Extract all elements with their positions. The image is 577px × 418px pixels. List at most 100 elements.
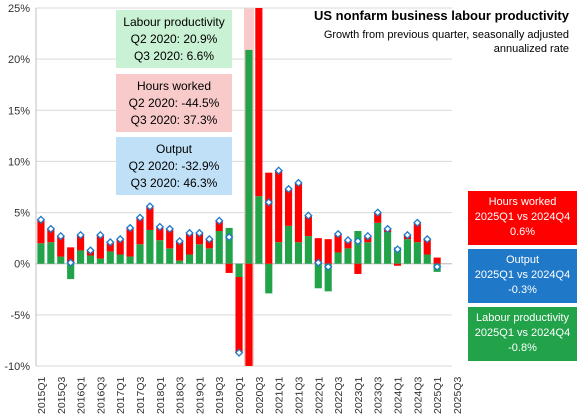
bar-hours-worked <box>275 170 283 243</box>
bar-hours-worked <box>423 239 431 255</box>
callout-output: Output Q2 2020: -32.9% Q3 2020: 46.3% <box>116 137 232 195</box>
legend-box-compare: 2025Q1 vs 2024Q4 <box>474 327 571 339</box>
x-tick-label: 2025Q3 <box>452 376 464 414</box>
y-tick-label: 0% <box>14 259 30 271</box>
bar-labour-productivity <box>185 254 194 264</box>
x-tick-label: 2018Q1 <box>155 376 167 414</box>
bar-labour-productivity <box>195 244 203 264</box>
bar-labour-productivity <box>205 248 213 264</box>
y-tick-label: 10% <box>8 156 30 168</box>
x-tick-label: 2015Q1 <box>36 376 48 414</box>
bar-hours-worked <box>413 222 421 243</box>
bar-labour-productivity <box>215 230 223 264</box>
output-marker <box>106 238 115 247</box>
x-tick-label: 2022Q3 <box>333 376 345 414</box>
x-tick-label: 2016Q3 <box>95 376 107 414</box>
y-tick-label: -5% <box>10 310 30 322</box>
output-marker <box>135 213 145 222</box>
output-marker <box>205 234 214 244</box>
x-tick-label: 2015Q3 <box>56 376 68 414</box>
bar-labour-productivity <box>77 250 85 264</box>
bar-labour-productivity <box>106 251 114 264</box>
bar-hours-worked <box>195 233 203 245</box>
output-marker <box>333 229 343 239</box>
output-marker <box>175 236 184 246</box>
output-marker <box>432 262 442 272</box>
bar-labour-productivity <box>57 256 65 264</box>
bar-labour-productivity <box>275 242 283 264</box>
output-marker <box>403 230 412 240</box>
callout-line: Q3 2020: 46.3% <box>130 176 218 190</box>
output-marker <box>294 178 303 188</box>
bar-hours-worked <box>77 235 85 251</box>
output-marker <box>56 231 65 241</box>
y-tick-label: 5% <box>14 208 30 220</box>
x-tick-label: 2020Q3 <box>254 376 266 414</box>
x-tick-label: 2016Q1 <box>76 376 88 414</box>
output-marker <box>304 211 313 220</box>
bar-hours-worked <box>433 257 441 264</box>
bar-hours-worked <box>334 234 342 253</box>
output-marker <box>165 224 174 234</box>
bar-labour-productivity <box>116 254 124 264</box>
bar-hours-worked <box>57 236 65 257</box>
bar-labour-productivity <box>156 240 164 264</box>
bar-labour-productivity <box>235 263 243 278</box>
callout-hours-worked: Hours worked Q2 2020: -44.5% Q3 2020: 37… <box>116 74 232 132</box>
callout-title: Labour productivity <box>123 15 225 29</box>
output-marker <box>383 224 392 234</box>
output-marker <box>96 230 105 240</box>
bar-hours-worked <box>136 217 144 245</box>
bar-labour-productivity <box>304 236 312 264</box>
x-tick-label: 2020Q1 <box>234 376 246 414</box>
output-marker <box>284 184 293 194</box>
output-marker <box>46 224 56 234</box>
bar-labour-productivity <box>314 263 322 289</box>
output-marker <box>86 246 95 255</box>
output-marker <box>343 235 353 245</box>
bar-labour-productivity <box>146 229 154 264</box>
legend-box-compare: 2025Q1 vs 2024Q4 <box>474 269 571 281</box>
bar-labour-productivity <box>324 263 332 292</box>
bar-hours-worked <box>156 226 164 241</box>
bar-labour-productivity <box>344 248 352 264</box>
y-tick-label: 25% <box>8 3 30 15</box>
x-tick-label: 2024Q1 <box>393 376 405 414</box>
bar-hours-worked <box>235 277 243 353</box>
output-marker <box>145 202 155 211</box>
x-tick-label: 2023Q3 <box>373 376 385 414</box>
bar-labour-productivity <box>384 232 392 264</box>
legend-box-title: Labour productivity <box>476 312 569 324</box>
bar-hours-worked <box>374 212 382 223</box>
bar-hours-worked <box>265 172 273 264</box>
x-tick-label: 2018Q3 <box>175 376 187 414</box>
legend-box-title: Hours worked <box>488 196 557 208</box>
bar-labour-productivity <box>354 230 362 264</box>
bar-hours-worked <box>185 233 194 255</box>
bar-hours-worked <box>255 8 263 197</box>
x-tick-label: 2019Q3 <box>214 376 226 414</box>
callout-labour-productivity: Labour productivity Q2 2020: 20.9% Q3 20… <box>116 10 232 68</box>
y-tick-label: 15% <box>8 105 30 117</box>
bar-labour-productivity <box>403 239 411 264</box>
legend-box-value: -0.3% <box>508 284 537 296</box>
bar-labour-productivity <box>245 49 253 264</box>
callout-title: Hours worked <box>136 79 212 93</box>
bar-labour-productivity <box>96 258 104 264</box>
chart-subtitle: Growth from previous quarter, seasonally… <box>323 29 569 55</box>
output-marker <box>264 198 273 207</box>
bar-hours-worked <box>96 235 104 259</box>
bar-labour-productivity <box>126 256 134 264</box>
bar-labour-productivity <box>265 263 273 294</box>
x-tick-label: 2023Q1 <box>353 376 365 414</box>
bar-labour-productivity <box>86 255 95 264</box>
output-marker <box>66 258 75 267</box>
output-marker <box>274 166 283 175</box>
x-tick-label: 2021Q1 <box>274 376 286 414</box>
bar-hours-worked <box>176 241 184 261</box>
legend-box-title: Output <box>505 254 540 266</box>
output-marker <box>155 222 165 232</box>
bar-hours-worked <box>116 239 124 255</box>
bar-labour-productivity <box>255 196 263 264</box>
y-tick-label: -10% <box>4 361 30 373</box>
